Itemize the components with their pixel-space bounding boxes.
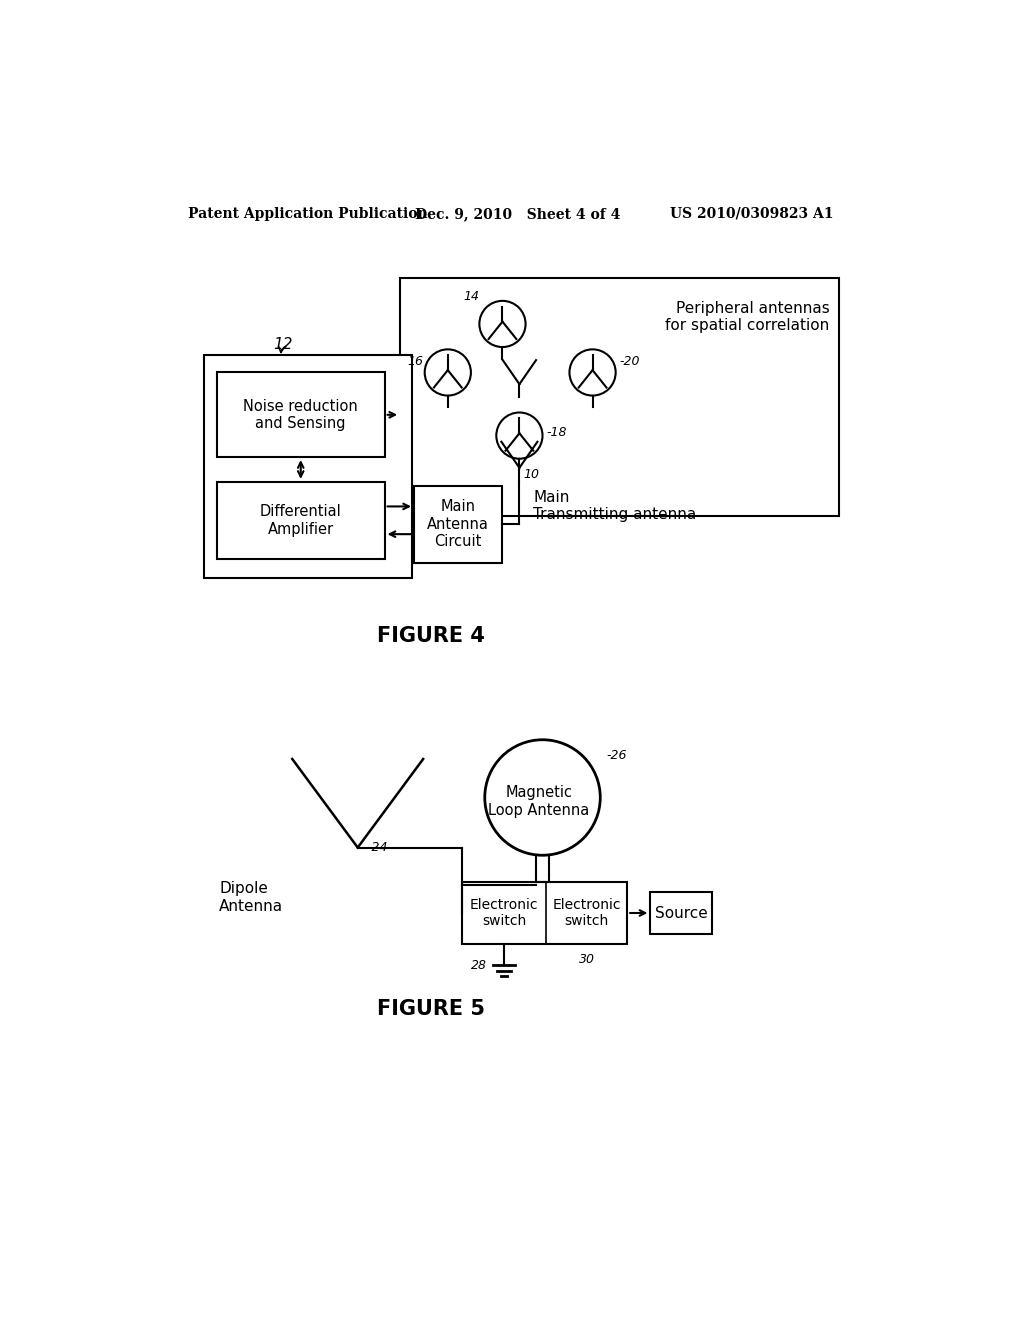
Text: Source: Source [654,906,708,920]
Text: Peripheral antennas
for spatial correlation: Peripheral antennas for spatial correlat… [666,301,829,333]
Text: Dec. 9, 2010   Sheet 4 of 4: Dec. 9, 2010 Sheet 4 of 4 [416,207,621,220]
Text: FIGURE 4: FIGURE 4 [377,626,484,645]
Text: -24: -24 [367,841,387,854]
Text: 12: 12 [273,338,293,352]
Text: Differential
Amplifier: Differential Amplifier [260,504,342,536]
Text: Electronic
switch: Electronic switch [470,898,539,928]
Text: 16: 16 [408,355,423,368]
Text: -18: -18 [547,425,567,438]
Text: -26: -26 [606,748,627,762]
Text: Magnetic
Loop Antenna: Magnetic Loop Antenna [488,785,589,817]
Bar [204,355,412,578]
Text: 14: 14 [464,290,479,304]
Text: Main
Antenna
Circuit: Main Antenna Circuit [427,499,489,549]
Text: Noise reduction
and Sensing: Noise reduction and Sensing [244,399,358,432]
Text: Dipole
Antenna: Dipole Antenna [219,882,284,913]
Text: FIGURE 5: FIGURE 5 [377,999,484,1019]
Bar [414,486,503,562]
Text: 30: 30 [579,953,595,966]
Text: 10: 10 [523,469,540,480]
Bar [217,372,385,457]
Bar [400,277,839,516]
Text: Electronic
switch: Electronic switch [553,898,621,928]
Text: Main
Transmitting antenna: Main Transmitting antenna [534,490,696,521]
Bar [650,892,712,935]
Bar [217,482,385,558]
Text: 28: 28 [471,960,487,973]
Text: US 2010/0309823 A1: US 2010/0309823 A1 [670,207,834,220]
Text: Patent Application Publication: Patent Application Publication [188,207,428,220]
Bar [462,882,628,944]
Text: -20: -20 [620,355,640,368]
